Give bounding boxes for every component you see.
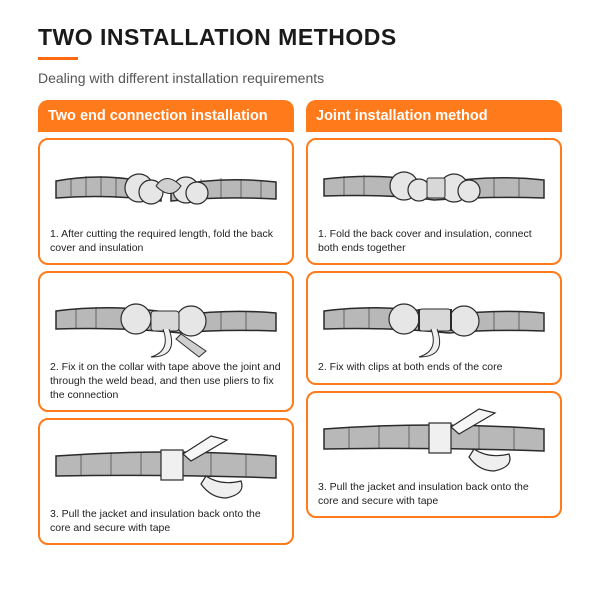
title-underline: [38, 57, 78, 60]
column-left-header: Two end connection installation: [38, 100, 294, 132]
right-step-3-card: 3. Pull the jacket and insulation back o…: [306, 391, 562, 518]
left-step-2-card: 2. Fix it on the collar with tape above …: [38, 271, 294, 412]
duct-joint-connect-icon: [318, 146, 550, 226]
columns-wrapper: Two end connection installation 1. After…: [38, 100, 562, 545]
column-right-header: Joint installation method: [306, 100, 562, 132]
duct-two-ends-icon: [50, 146, 282, 226]
left-step-2-text: 2. Fix it on the collar with tape above …: [50, 361, 282, 402]
left-step-3-text: 3. Pull the jacket and insulation back o…: [50, 508, 282, 535]
right-step-1-card: 1. Fold the back cover and insulation, c…: [306, 138, 562, 265]
duct-fix-clips-icon: [318, 279, 550, 359]
right-step-3-text: 3. Pull the jacket and insulation back o…: [318, 481, 550, 508]
duct-fix-collar-icon: [50, 279, 282, 359]
left-step-1-text: 1. After cutting the required length, fo…: [50, 228, 282, 255]
left-step-3-card: 3. Pull the jacket and insulation back o…: [38, 418, 294, 545]
duct-tape-secure-2-icon: [318, 399, 550, 479]
duct-tape-secure-icon: [50, 426, 282, 506]
left-step-1-card: 1. After cutting the required length, fo…: [38, 138, 294, 265]
right-step-1-text: 1. Fold the back cover and insulation, c…: [318, 228, 550, 255]
page-subtitle: Dealing with different installation requ…: [38, 70, 562, 86]
column-right: Joint installation method 1. Fold the ba…: [306, 100, 562, 545]
page-title: TWO INSTALLATION METHODS: [38, 24, 562, 51]
column-left: Two end connection installation 1. After…: [38, 100, 294, 545]
right-step-2-text: 2. Fix with clips at both ends of the co…: [318, 361, 550, 375]
right-step-2-card: 2. Fix with clips at both ends of the co…: [306, 271, 562, 385]
